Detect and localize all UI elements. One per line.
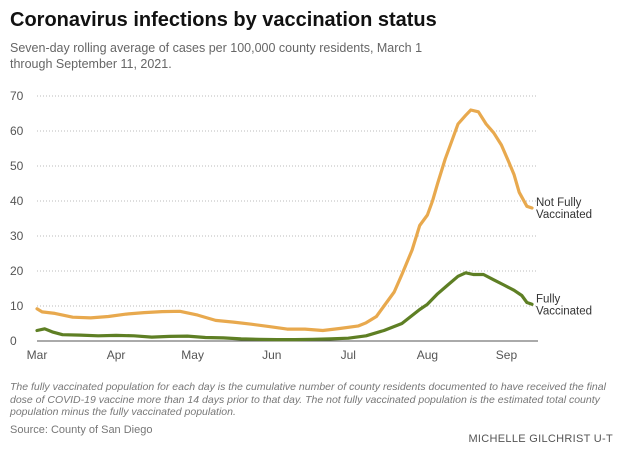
y-tick-label: 30 bbox=[10, 229, 24, 243]
methodology-note: The fully vaccinated population for each… bbox=[10, 381, 606, 418]
series-label: Vaccinated bbox=[536, 305, 592, 317]
y-tick-label: 50 bbox=[10, 159, 24, 173]
source-credit: Source: County of San Diego bbox=[10, 424, 153, 436]
series-line-fully-vaccinated bbox=[35, 271, 534, 342]
x-tick-label: Sep bbox=[496, 348, 518, 362]
y-tick-label: 10 bbox=[10, 299, 24, 313]
x-tick-label: Mar bbox=[27, 348, 48, 362]
x-tick-label: Aug bbox=[417, 348, 438, 362]
chart-subtitle: Seven-day rolling average of cases per 1… bbox=[10, 41, 423, 71]
series-label: Not Fully bbox=[536, 197, 582, 209]
x-tick-label: Jun bbox=[262, 348, 281, 362]
byline-credit: MICHELLE GILCHRIST U-T bbox=[468, 433, 613, 445]
x-tick-label: Apr bbox=[107, 348, 126, 362]
y-tick-label: 40 bbox=[10, 194, 24, 208]
y-tick-label: 20 bbox=[10, 264, 24, 278]
x-tick-label: Jul bbox=[341, 348, 356, 362]
series-label: Vaccinated bbox=[536, 209, 592, 221]
line-chart: 0 10 20 30 40 50 60 70 Mar Apr May Jun Jul Aug Sep Not … bbox=[10, 89, 592, 362]
y-tick-label: 60 bbox=[10, 124, 24, 138]
chart-title: Coronavirus infections by vaccination st… bbox=[10, 9, 437, 31]
series-line-not-fully-vaccinated bbox=[35, 108, 534, 333]
series-label: Fully bbox=[536, 293, 561, 305]
y-tick-label: 70 bbox=[10, 89, 24, 103]
y-tick-label: 0 bbox=[10, 334, 17, 348]
x-tick-label: May bbox=[181, 348, 204, 362]
